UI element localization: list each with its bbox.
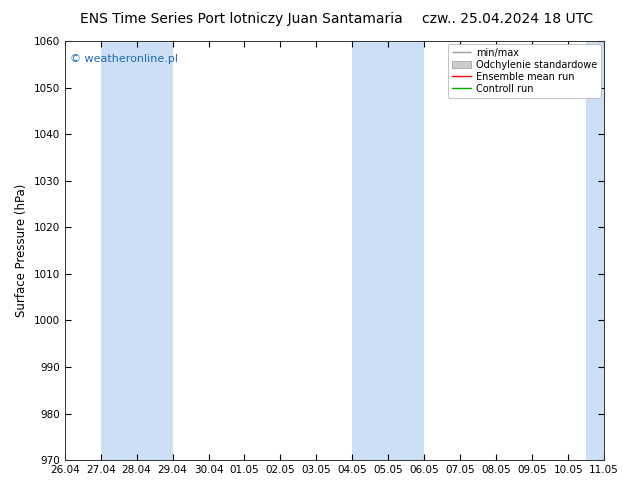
Legend: min/max, Odchylenie standardowe, Ensemble mean run, Controll run: min/max, Odchylenie standardowe, Ensembl…: [448, 44, 601, 98]
Text: czw.. 25.04.2024 18 UTC: czw.. 25.04.2024 18 UTC: [422, 12, 593, 26]
Bar: [586, 41, 604, 460]
Text: © weatheronline.pl: © weatheronline.pl: [70, 53, 178, 64]
Bar: [353, 41, 424, 460]
Y-axis label: Surface Pressure (hPa): Surface Pressure (hPa): [15, 184, 28, 318]
Text: ENS Time Series Port lotniczy Juan Santamaria: ENS Time Series Port lotniczy Juan Santa…: [79, 12, 403, 26]
Bar: [101, 41, 172, 460]
